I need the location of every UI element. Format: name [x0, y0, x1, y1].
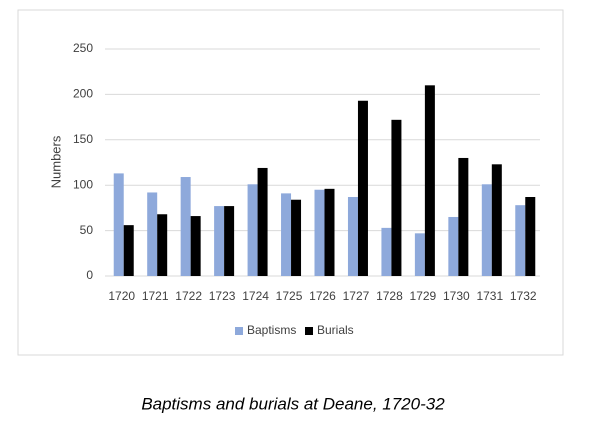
- bar: [458, 157, 469, 276]
- chart-frame: [17, 9, 564, 356]
- y-tick-label: 0: [86, 268, 93, 282]
- bar: [381, 227, 392, 276]
- x-tick-label: 1724: [242, 289, 269, 303]
- legend-label: Burials: [317, 323, 354, 337]
- bar: [357, 100, 368, 276]
- bar: [414, 233, 425, 276]
- bar: [190, 216, 201, 276]
- legend-swatch: [235, 327, 243, 335]
- bar: [525, 197, 536, 276]
- bar: [247, 184, 258, 276]
- x-tick-label: 1728: [376, 289, 403, 303]
- bar: [347, 197, 358, 276]
- x-tick-label: 1729: [410, 289, 437, 303]
- bar: [448, 216, 459, 276]
- bar: [291, 199, 302, 276]
- bar: [113, 173, 124, 276]
- bar: [324, 188, 335, 276]
- bar: [515, 205, 526, 276]
- bar: [491, 164, 502, 276]
- y-tick-label: 200: [73, 87, 93, 101]
- x-tick-label: 1731: [476, 289, 503, 303]
- x-tick-label: 1721: [142, 289, 169, 303]
- x-tick-label: 1730: [443, 289, 470, 303]
- x-tick-label: 1726: [309, 289, 336, 303]
- y-tick-label: 100: [73, 177, 93, 191]
- bar: [180, 177, 191, 276]
- legend-label: Baptisms: [247, 323, 296, 337]
- bar: [314, 189, 325, 276]
- bar: [281, 193, 292, 276]
- bar: [481, 184, 492, 276]
- y-tick-label: 250: [73, 41, 93, 55]
- bar: [424, 85, 435, 276]
- y-tick-label: 150: [73, 132, 93, 146]
- bar: [123, 225, 134, 276]
- x-tick-label: 1723: [209, 289, 236, 303]
- bar: [257, 167, 268, 276]
- chart-caption: Baptisms and burials at Deane, 1720-32: [141, 394, 445, 413]
- x-tick-label: 1722: [175, 289, 202, 303]
- bar: [224, 206, 235, 276]
- x-tick-label: 1720: [108, 289, 135, 303]
- x-tick-label: 1725: [276, 289, 303, 303]
- bar: [147, 192, 158, 276]
- x-tick-label: 1727: [343, 289, 370, 303]
- x-tick-label: 1732: [510, 289, 537, 303]
- bar: [391, 119, 402, 276]
- y-axis-label: Numbers: [48, 135, 63, 188]
- bar: [214, 206, 225, 276]
- y-tick-label: 50: [80, 223, 94, 237]
- bar: [157, 214, 168, 276]
- legend-swatch: [305, 327, 313, 335]
